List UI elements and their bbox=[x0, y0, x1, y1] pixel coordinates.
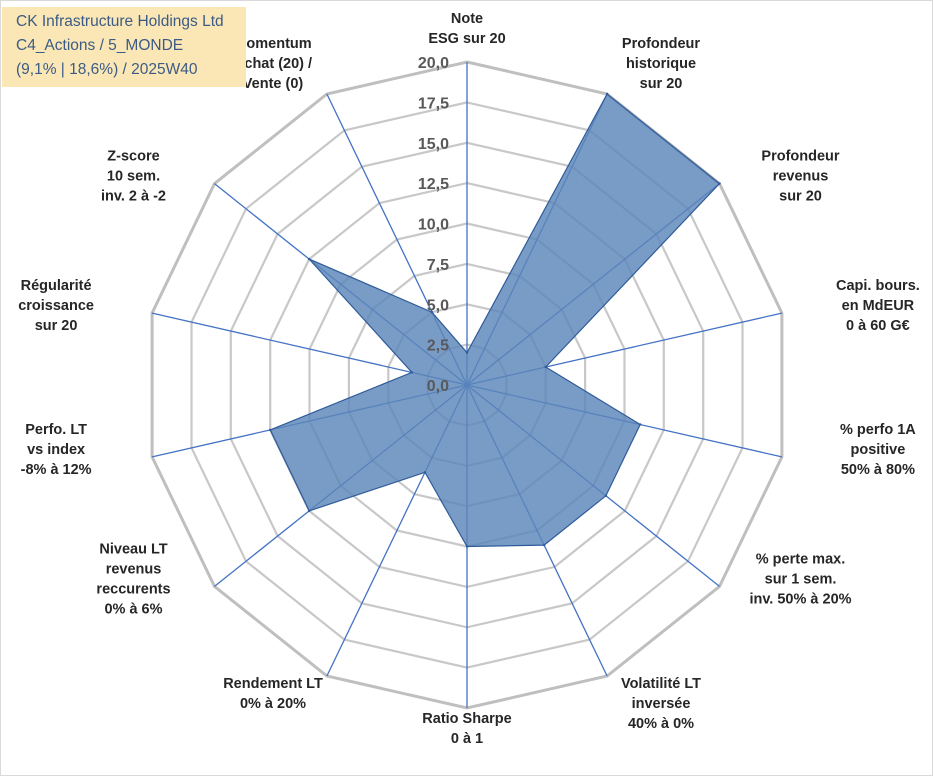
portfolio-name: C4_Actions / 5_MONDE bbox=[16, 37, 184, 54]
axis-label-line: Note bbox=[451, 11, 483, 27]
data-point-6 bbox=[542, 543, 546, 547]
data-point-9 bbox=[308, 509, 311, 513]
axis-label-line: revenus bbox=[773, 169, 829, 185]
axis-label-9: Niveau LT revenus reccurents 0% à 6% bbox=[96, 541, 170, 617]
title-box: CK Infrastructure Holdings Ltd C4_Action… bbox=[2, 7, 246, 87]
tick-label-1: 2,5 bbox=[427, 338, 449, 355]
axis-label-line: en MdEUR bbox=[842, 298, 915, 314]
axis-label-line: 50% à 80% bbox=[841, 462, 915, 478]
tick-label-3: 7,5 bbox=[427, 257, 449, 274]
tick-label-2: 5,0 bbox=[427, 297, 449, 314]
axis-label-3: Capi. bours. en MdEUR 0 à 60 G€ bbox=[836, 278, 920, 334]
axis-label-line: Vente (0) bbox=[243, 76, 304, 92]
axis-label-line: positive bbox=[851, 442, 906, 458]
axis-label-line: Capi. bours. bbox=[836, 278, 920, 294]
company-name: CK Infrastructure Holdings Ltd bbox=[16, 13, 224, 30]
axis-label-line: croissance bbox=[18, 298, 94, 314]
series-area bbox=[269, 93, 721, 548]
data-point-13 bbox=[430, 311, 434, 314]
axis-label-8: Rendement LT 0% à 20% bbox=[223, 676, 323, 712]
axis-label-7: Ratio Sharpe 0 à 1 bbox=[422, 711, 511, 747]
axis-label-line: -8% à 12% bbox=[21, 462, 92, 478]
axis-label-line: % perfo 1A bbox=[840, 422, 916, 438]
axis-label-line: inversée bbox=[632, 696, 691, 712]
tick-label-6: 15,0 bbox=[418, 136, 449, 153]
axis-label-line: sur 20 bbox=[640, 76, 683, 92]
axis-label-line: vs index bbox=[27, 442, 85, 458]
axis-label-13: Momentum Achat (20) / Vente (0) bbox=[234, 36, 312, 92]
tick-label-8: 20,0 bbox=[418, 55, 449, 72]
data-point-7 bbox=[465, 545, 469, 548]
data-point-3 bbox=[544, 365, 547, 369]
axis-label-line: 0 à 1 bbox=[451, 731, 483, 747]
data-point-5 bbox=[604, 494, 608, 497]
data-point-11 bbox=[410, 371, 414, 374]
axis-label-line: Profondeur bbox=[761, 149, 839, 165]
tick-label-0: 0,0 bbox=[427, 378, 449, 395]
axis-label-line: Niveau LT bbox=[99, 541, 167, 557]
score-summary: (9,1% | 18,6%) / 2025W40 bbox=[16, 61, 198, 78]
axis-label-line: ESG sur 20 bbox=[428, 31, 505, 47]
tick-label-4: 10,0 bbox=[418, 217, 449, 234]
axis-label-line: % perte max. bbox=[756, 551, 845, 567]
axis-label-line: sur 20 bbox=[35, 318, 78, 334]
axis-label-line: revenus bbox=[106, 561, 162, 577]
data-point-12 bbox=[308, 257, 311, 261]
axis-label-line: 0% à 20% bbox=[240, 696, 306, 712]
axis-label-line: 40% à 0% bbox=[628, 716, 694, 732]
axis-label-4: % perfo 1A positive 50% à 80% bbox=[840, 422, 916, 478]
axis-label-0: Note ESG sur 20 bbox=[428, 11, 505, 47]
tick-label-5: 12,5 bbox=[418, 176, 449, 193]
axis-label-11: Régularité croissance sur 20 bbox=[18, 278, 94, 334]
data-point-4 bbox=[639, 423, 642, 426]
tick-label-7: 17,5 bbox=[418, 95, 449, 112]
axis-label-line: inv. 2 à -2 bbox=[101, 189, 166, 205]
data-point-0 bbox=[465, 351, 469, 354]
axis-label-1: Profondeur historique sur 20 bbox=[622, 36, 700, 92]
axis-label-line: 0 à 60 G€ bbox=[846, 318, 910, 334]
axis-label-line: 10 sem. bbox=[107, 169, 160, 185]
axis-label-line: sur 20 bbox=[779, 189, 822, 205]
axis-label-line: Momentum bbox=[234, 36, 311, 52]
axis-label-line: Ratio Sharpe bbox=[422, 711, 511, 727]
data-point-2 bbox=[718, 182, 721, 185]
axis-label-line: Perfo. LT bbox=[25, 422, 87, 438]
radar-axis-labels: Note ESG sur 20 Profondeur historique sur 20… bbox=[18, 11, 920, 747]
axis-label-line: 0% à 6% bbox=[104, 601, 162, 617]
axis-label-line: Achat (20) / bbox=[234, 56, 312, 72]
axis-label-line: Profondeur bbox=[622, 36, 700, 52]
axis-label-line: Z-score bbox=[107, 149, 159, 165]
radar-tick-labels: 0,0 2,5 5,0 7,5 10,0 12,5 15,0 17,5 20,0 bbox=[418, 55, 449, 395]
axis-label-line: Rendement LT bbox=[223, 676, 323, 692]
axis-label-line: inv. 50% à 20% bbox=[749, 591, 851, 607]
axis-label-5: % perte max. sur 1 sem. inv. 50% à 20% bbox=[749, 551, 851, 607]
axis-label-12: Z-score 10 sem. inv. 2 à -2 bbox=[101, 149, 166, 205]
data-point-10 bbox=[269, 428, 272, 432]
axis-label-2: Profondeur revenus sur 20 bbox=[761, 149, 839, 205]
axis-label-10: Perfo. LT vs index -8% à 12% bbox=[21, 422, 92, 478]
axis-label-line: sur 1 sem. bbox=[765, 571, 837, 587]
data-point-8 bbox=[423, 471, 427, 474]
axis-label-line: historique bbox=[626, 56, 696, 72]
axis-label-line: Volatilité LT bbox=[621, 676, 701, 692]
axis-label-line: reccurents bbox=[96, 581, 170, 597]
axis-label-line: Régularité bbox=[21, 278, 92, 294]
axis-label-6: Volatilité LT inversée 40% à 0% bbox=[621, 676, 701, 732]
radar-series bbox=[269, 92, 721, 548]
data-point-1 bbox=[605, 92, 609, 96]
